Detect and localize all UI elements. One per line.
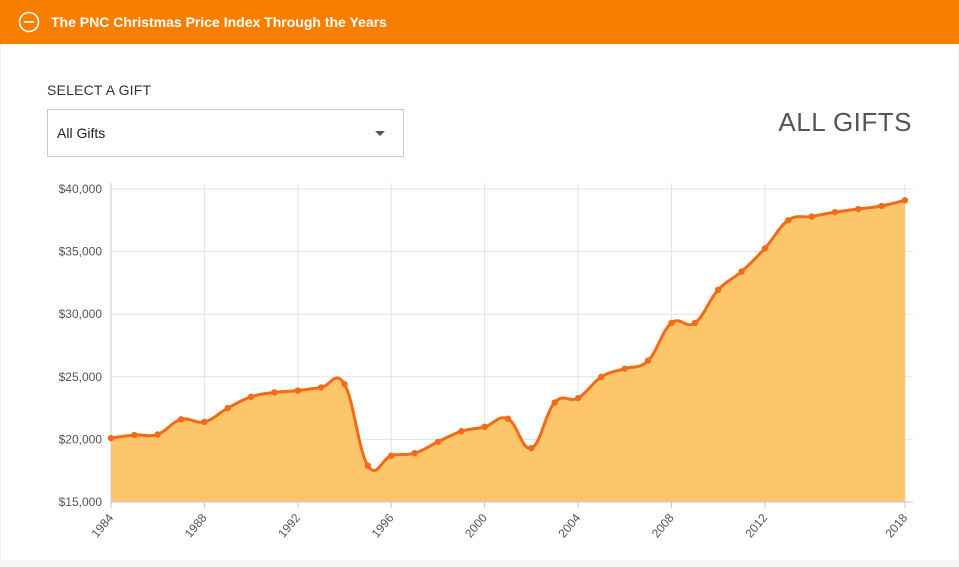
y-tick-label: $40,000 [59,182,103,196]
data-point [247,393,255,401]
data-point [434,438,442,446]
data-point [761,245,769,252]
x-tick-label: 2018 [882,511,910,541]
data-point [458,428,465,435]
data-point [271,389,278,396]
data-point [504,415,512,422]
data-point [201,418,208,426]
data-point [808,213,815,220]
header-title: The PNC Christmas Price Index Through th… [51,14,387,30]
data-point [738,268,745,275]
data-point [481,423,488,431]
data-point [364,462,372,469]
gift-select[interactable]: All Gifts [47,109,404,157]
data-point [411,449,418,457]
data-point [621,365,628,372]
x-tick-label: 1996 [369,511,397,541]
x-tick-label: 1988 [182,511,210,541]
data-point [107,434,115,442]
bottom-strip [0,560,959,567]
chart-title: ALL GIFTS [778,107,912,137]
data-point [831,208,839,216]
gift-select-value: All Gifts [57,125,106,141]
data-point [668,319,675,327]
data-point [598,373,605,380]
data-point [341,381,348,388]
data-point [224,404,231,412]
caret-down-icon [375,131,385,136]
x-tick-label: 2004 [555,511,583,541]
x-tick-label: 2012 [742,511,770,541]
data-point [714,286,722,293]
data-point [551,399,558,406]
data-point [878,202,885,210]
x-tick-label: 2008 [649,511,677,541]
data-point [691,319,699,327]
data-point [574,394,582,402]
data-point [154,431,161,438]
x-tick-label: 1984 [88,511,116,541]
y-tick-label: $25,000 [59,370,103,384]
data-point [131,431,138,439]
series-area [111,200,905,502]
minus-circle-icon[interactable] [18,11,40,33]
data-point [644,357,652,364]
select-gift-label: SELECT A GIFT [47,82,152,98]
x-tick-label: 2000 [462,511,490,541]
data-point [901,197,909,204]
data-point [855,205,862,213]
y-tick-label: $30,000 [59,307,103,321]
y-tick-label: $35,000 [59,245,103,259]
header-bar: The PNC Christmas Price Index Through th… [0,0,959,44]
data-point [317,384,325,391]
data-point [528,444,535,452]
y-tick-label: $20,000 [59,432,103,446]
data-point [785,217,792,224]
y-tick-label: $15,000 [59,495,103,509]
data-point [177,416,185,423]
data-point [388,452,395,459]
x-tick-label: 1992 [275,511,303,541]
data-point [294,387,302,394]
